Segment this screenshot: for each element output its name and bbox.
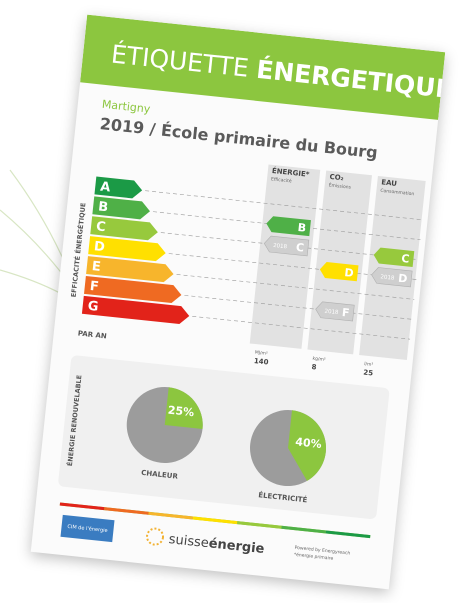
powered: Powered by Energyreach bbox=[294, 545, 350, 557]
stripe-segment bbox=[148, 511, 194, 520]
per-year-label: PAR AN bbox=[77, 329, 107, 340]
row-guide bbox=[184, 295, 413, 320]
stripe-segment bbox=[237, 521, 282, 529]
current-class-tag bbox=[373, 247, 415, 268]
location: Martigny bbox=[101, 98, 151, 116]
pie-slice bbox=[288, 410, 327, 481]
current-class-tag bbox=[319, 262, 359, 282]
column-unit: MJ/m² bbox=[254, 350, 268, 357]
column-unit: kg/m² bbox=[312, 356, 326, 363]
poster: ÉTIQUETTE ÉNERGETIQUE Martigny 2019 / Éc… bbox=[30, 14, 454, 590]
column-value: 8 bbox=[311, 363, 317, 371]
previous-year: 2018 bbox=[273, 243, 288, 250]
pie-slice bbox=[164, 387, 203, 429]
column-value: 140 bbox=[254, 357, 269, 366]
renewable-box bbox=[58, 355, 390, 520]
title: 2019 / École primaire du Bourg bbox=[99, 114, 379, 162]
brand-bold: énergie bbox=[208, 536, 265, 557]
current-class-tag bbox=[266, 216, 311, 237]
brand-icon bbox=[146, 527, 165, 546]
note: *énergie primaire bbox=[294, 551, 334, 562]
brand-light: suisse bbox=[168, 532, 210, 551]
class-letter: C bbox=[95, 219, 106, 235]
previous-class-tag bbox=[371, 267, 413, 288]
current-class: C bbox=[401, 252, 410, 266]
row-guide bbox=[176, 274, 415, 300]
class-letter: A bbox=[99, 180, 111, 196]
column-title: EAU bbox=[381, 178, 398, 188]
class-arrow bbox=[90, 216, 158, 241]
previous-class-tag bbox=[315, 301, 355, 322]
stripe-segment bbox=[325, 530, 371, 539]
pie-value-label: 25% bbox=[167, 404, 195, 420]
current-class: D bbox=[344, 266, 354, 280]
column-bg bbox=[249, 164, 321, 349]
class-arrow bbox=[86, 256, 174, 283]
class-letter: D bbox=[93, 239, 106, 255]
class-arrow bbox=[92, 196, 150, 220]
header-band bbox=[80, 14, 446, 120]
class-arrow bbox=[88, 236, 166, 262]
stripe-segment bbox=[192, 516, 238, 525]
stripe-segment bbox=[104, 507, 149, 515]
column-subtitle: Consommation bbox=[380, 188, 415, 198]
pie-name: CHALEUR bbox=[141, 469, 179, 481]
stripe-segment bbox=[59, 502, 105, 511]
left-logo-box bbox=[60, 514, 115, 543]
current-class: B bbox=[297, 221, 307, 235]
column-title: CO₂ bbox=[329, 173, 344, 182]
previous-class: D bbox=[398, 272, 408, 286]
column-subtitle: Efficacité bbox=[271, 175, 293, 184]
previous-class-tag bbox=[263, 235, 310, 257]
class-letter: B bbox=[97, 199, 108, 215]
row-guide bbox=[192, 315, 411, 340]
previous-class: C bbox=[295, 241, 304, 255]
previous-year: 2018 bbox=[324, 309, 339, 316]
column-bg bbox=[359, 175, 426, 360]
class-letter: E bbox=[91, 259, 101, 275]
class-arrow bbox=[84, 275, 182, 304]
row-guide bbox=[145, 190, 423, 221]
previous-class: F bbox=[341, 306, 350, 320]
left-logo: CIM de l'énergie bbox=[67, 523, 108, 534]
class-letter: F bbox=[89, 279, 99, 295]
previous-year: 2018 bbox=[380, 274, 395, 281]
pie-value-label: 40% bbox=[295, 435, 323, 451]
stripe-segment bbox=[281, 525, 327, 534]
class-letter: G bbox=[87, 299, 99, 315]
column-title: ÉNERGIE* bbox=[271, 166, 310, 179]
label-sheet: ÉTIQUETTE ÉNERGETIQUE Martigny 2019 / Éc… bbox=[58, 14, 454, 562]
column-unit: l/m² bbox=[364, 361, 374, 368]
brand: suisseénergie bbox=[168, 532, 265, 557]
column-subtitle: Émissions bbox=[328, 180, 352, 190]
class-arrow bbox=[94, 176, 143, 199]
column-value: 25 bbox=[363, 369, 374, 378]
scale-label: EFFICACITÉ ÉNERGÉTIQUE bbox=[69, 202, 88, 297]
class-arrow bbox=[81, 295, 190, 324]
